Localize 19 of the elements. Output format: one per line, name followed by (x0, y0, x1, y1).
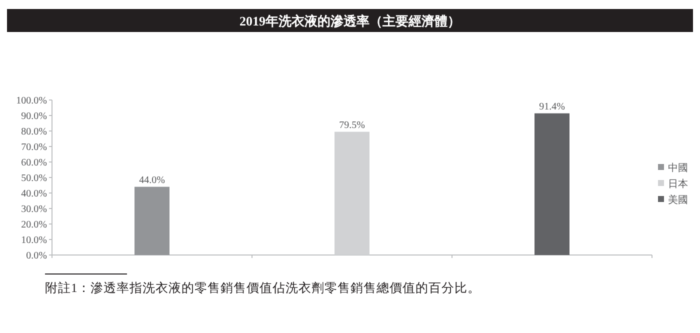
y-tick-label: 40.0% (21, 188, 47, 200)
text: 附註1：滲透率指洗衣液的零售銷售價值佔洗衣劑零售銷售總價值的百分比。 (45, 280, 480, 295)
y-tick-label: 10.0% (21, 235, 47, 246)
data-label: 79.5% (339, 120, 365, 131)
data-label: 44.0% (139, 174, 165, 186)
legend-label: 中國 (668, 162, 688, 174)
y-tick-label: 50.0% (21, 173, 47, 184)
data-label: 91.4% (539, 101, 565, 112)
y-tick-label: 20.0% (21, 220, 47, 230)
legend-label: 美國 (668, 194, 688, 206)
y-tick-label: 0.0% (26, 250, 47, 262)
y-tick-label: 80.0% (21, 126, 47, 138)
legend-label: 日本 (668, 178, 688, 190)
y-tick-label: 60.0% (21, 158, 47, 168)
y-tick-label: 100.0% (16, 96, 47, 106)
y-tick-label: 70.0% (21, 142, 47, 153)
y-tick-label: 30.0% (21, 204, 47, 215)
chart-title: 2019年洗衣液的滲透率（主要經濟體） (240, 14, 460, 28)
y-tick-label: 90.0% (21, 111, 47, 122)
